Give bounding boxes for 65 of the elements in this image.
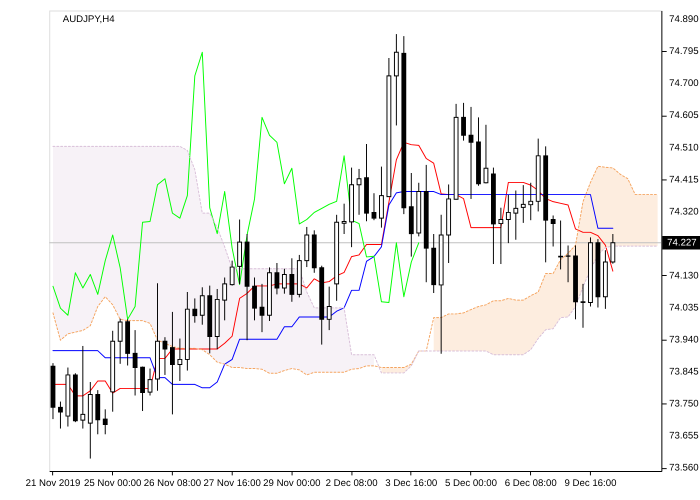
y-tick-label: 73.655 bbox=[669, 430, 699, 442]
candlestick bbox=[461, 102, 466, 142]
x-tick-label: 2 Dec 08:00 bbox=[326, 478, 378, 489]
x-tick-label: 5 Dec 00:00 bbox=[445, 478, 498, 489]
candlestick bbox=[260, 283, 264, 333]
ref-line-label: 74.227 bbox=[667, 238, 697, 249]
y-tick-label: 73.560 bbox=[669, 462, 699, 474]
candlestick bbox=[356, 168, 362, 216]
candlestick bbox=[58, 401, 63, 430]
candlestick bbox=[80, 345, 86, 430]
x-tick-label: 3 Dec 16:00 bbox=[385, 478, 438, 489]
candlestick bbox=[513, 190, 518, 240]
y-tick-label: 74.130 bbox=[669, 270, 699, 282]
candlestick bbox=[252, 277, 257, 321]
candlestick bbox=[506, 194, 511, 244]
candlestick bbox=[200, 286, 205, 326]
y-tick-label: 74.320 bbox=[669, 206, 699, 218]
y-tick-label: 74.700 bbox=[669, 78, 699, 90]
candlestick bbox=[498, 207, 504, 265]
x-tick-label: 27 Nov 16:00 bbox=[203, 478, 261, 489]
y-tick-label: 73.940 bbox=[669, 334, 699, 346]
candlestick bbox=[162, 336, 168, 376]
candlestick bbox=[342, 203, 347, 234]
y-tick-label: 74.795 bbox=[669, 46, 699, 58]
y-tick-label: 74.605 bbox=[669, 110, 699, 122]
y-tick-label: 73.845 bbox=[669, 366, 699, 378]
candlestick bbox=[580, 283, 586, 328]
candlestick bbox=[468, 106, 474, 200]
candlestick bbox=[289, 258, 294, 302]
y-tick-label: 74.890 bbox=[669, 14, 699, 26]
candlestick bbox=[484, 124, 488, 184]
x-tick-label: 9 Dec 16:00 bbox=[564, 478, 616, 489]
x-tick-label: 6 Dec 08:00 bbox=[504, 478, 557, 489]
candlestick bbox=[372, 192, 376, 221]
candlestick bbox=[102, 408, 108, 435]
candlestick bbox=[192, 298, 198, 324]
candlestick bbox=[528, 182, 534, 221]
line-series bbox=[52, 52, 420, 320]
candlestick bbox=[230, 260, 235, 286]
y-tick-label: 74.510 bbox=[669, 142, 699, 154]
line-series bbox=[52, 191, 614, 388]
candlestick bbox=[394, 34, 399, 126]
chart-title: AUDJPY,H4 bbox=[62, 14, 116, 26]
candlestick bbox=[222, 277, 228, 321]
candlestick bbox=[379, 166, 384, 228]
candlestick bbox=[274, 262, 280, 295]
y-tick-label: 73.750 bbox=[669, 398, 699, 410]
candlestick bbox=[170, 311, 175, 415]
x-tick-label: 26 Nov 08:00 bbox=[144, 478, 202, 489]
candlestick bbox=[550, 214, 556, 247]
y-tick-label: 74.415 bbox=[669, 174, 699, 186]
candlestick bbox=[520, 184, 526, 224]
y-tick-label: 74.035 bbox=[669, 302, 699, 314]
x-tick-label: 21 Nov 2019 bbox=[26, 478, 80, 489]
candlestick bbox=[326, 286, 332, 331]
candlestick bbox=[132, 330, 138, 396]
candlestick bbox=[558, 220, 564, 270]
candlestick bbox=[148, 368, 152, 396]
candlestick bbox=[177, 338, 182, 382]
x-tick-label: 25 Nov 00:00 bbox=[84, 478, 142, 489]
candlestick bbox=[282, 268, 287, 294]
x-tick-label: 29 Nov 00:00 bbox=[263, 478, 321, 489]
candlestick bbox=[610, 234, 616, 264]
candlestick bbox=[118, 318, 123, 364]
candlestick bbox=[566, 244, 570, 283]
